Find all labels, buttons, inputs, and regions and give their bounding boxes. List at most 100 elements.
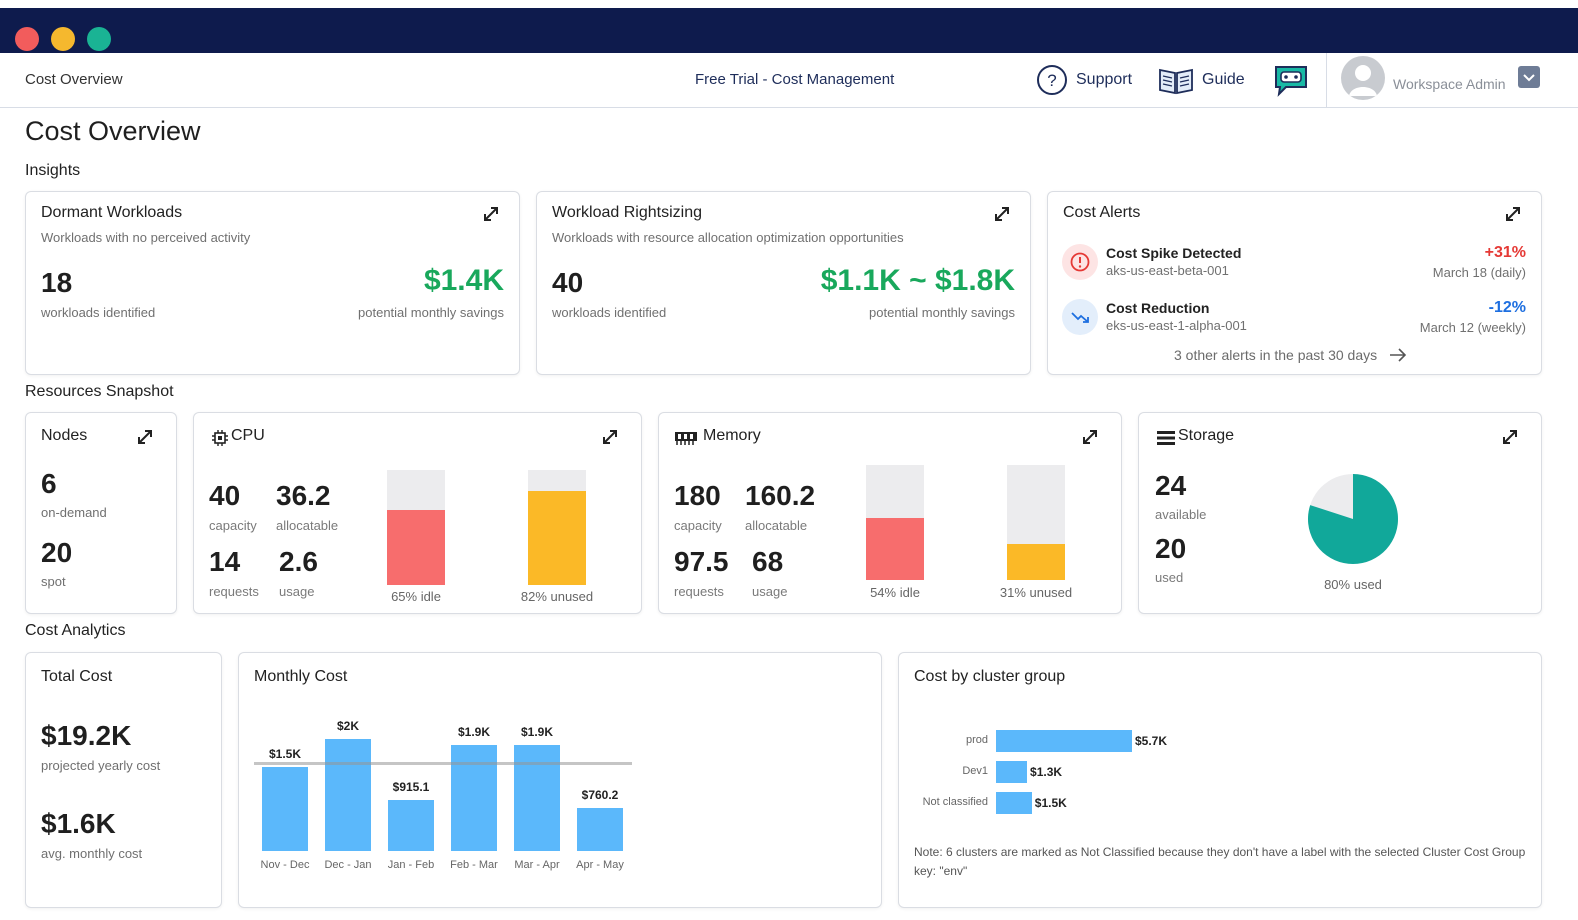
cluster-category-label: Not classified xyxy=(922,796,988,808)
on-demand-count: 6 xyxy=(41,468,57,499)
card-title: Cost by cluster group xyxy=(914,668,1066,685)
page-title: Cost Overview xyxy=(25,116,201,146)
cluster-cost-bar[interactable] xyxy=(996,730,1132,752)
workload-count: 18 xyxy=(41,267,73,298)
cost-alerts-card[interactable]: Cost Alerts Cost Spike Detected aks-us-e… xyxy=(1047,191,1542,375)
top-nav: Cost Overview Free Trial - Cost Manageme… xyxy=(0,53,1578,108)
cluster-cost-bar[interactable] xyxy=(996,761,1028,783)
cpu-card[interactable]: CPU 40 capacity 36.2 allocatable 14 requ… xyxy=(193,412,642,614)
alert-change: -12% xyxy=(1488,299,1526,316)
storage-pie-chart xyxy=(1307,474,1398,564)
expand-icon[interactable] xyxy=(993,205,1011,223)
user-menu-toggle[interactable] xyxy=(1518,66,1540,88)
idle-label: 54% idle xyxy=(870,585,920,600)
cluster-note: Note: 6 clusters are marked as Not Class… xyxy=(914,845,1526,878)
alert-cluster: eks-us-east-1-alpha-001 xyxy=(1106,318,1247,333)
on-demand-label: on-demand xyxy=(41,505,107,520)
storage-card[interactable]: Storage 24 available 20 used 80% used xyxy=(1138,412,1542,614)
avatar[interactable] xyxy=(1341,56,1385,100)
savings-value: $1.1K ~ $1.8K xyxy=(820,264,1015,297)
used-value: 20 xyxy=(1155,533,1187,564)
chevron-down-icon xyxy=(1523,74,1535,82)
support-link[interactable]: ? Support xyxy=(1036,64,1132,96)
alert-name[interactable]: Cost Spike Detected xyxy=(1106,245,1242,261)
usage-value: 68 xyxy=(752,546,784,577)
trending-down-icon xyxy=(1071,312,1089,323)
bar-category-label: Dec - Jan xyxy=(324,859,372,871)
expand-icon[interactable] xyxy=(1501,428,1519,446)
rightsizing-card[interactable]: Workload Rightsizing Workloads with reso… xyxy=(536,191,1031,375)
unused-gauge-fill xyxy=(528,491,586,585)
spot-label: spot xyxy=(41,574,66,589)
bar-value-label: $1.5K xyxy=(268,747,302,762)
idle-gauge-fill xyxy=(866,518,924,580)
bar-category-label: Nov - Dec xyxy=(260,859,310,871)
monthly-cost-bar[interactable] xyxy=(262,767,308,851)
bar-category-label: Apr - May xyxy=(576,859,624,871)
workload-count-label: workloads identified xyxy=(552,305,667,320)
monthly-cost-bar[interactable] xyxy=(388,799,434,851)
dormant-workloads-card[interactable]: Dormant Workloads Workloads with no perc… xyxy=(25,191,520,375)
capacity-value: 180 xyxy=(674,480,721,511)
bar-category-label: Mar - Apr xyxy=(514,859,560,871)
expand-icon[interactable] xyxy=(1504,205,1522,223)
svg-text:?: ? xyxy=(1047,71,1056,90)
alert-date: March 18 (daily) xyxy=(1432,265,1526,280)
bar-value-label: $1.9K xyxy=(457,724,491,739)
card-title: Dormant Workloads xyxy=(41,204,183,221)
monthly-cost-bar[interactable] xyxy=(325,739,371,851)
usage-label: usage xyxy=(279,584,315,599)
requests-value: 14 xyxy=(209,546,241,577)
unused-gauge-fill xyxy=(1007,544,1065,580)
cluster-value-label: $1.5K xyxy=(1034,796,1067,810)
available-value: 24 xyxy=(1155,470,1187,501)
cluster-cost-card[interactable]: Cost by cluster group prod $5.7K Dev1 $1.3K… xyxy=(898,652,1542,908)
bar-value-label: $1.9K xyxy=(520,724,554,739)
card-title: Total Cost xyxy=(41,668,113,685)
available-label: available xyxy=(1155,507,1207,522)
monthly-cost-card[interactable]: Monthly Cost $1.5K Nov - Dec $2K Dec - Jan $… xyxy=(238,652,882,908)
average-line xyxy=(254,761,632,765)
workload-count: 40 xyxy=(552,267,584,298)
expand-icon[interactable] xyxy=(601,428,619,446)
expand-icon[interactable] xyxy=(136,428,154,446)
cluster-value-label: $5.7K xyxy=(1135,734,1168,748)
breadcrumb[interactable]: Cost Overview xyxy=(25,71,123,88)
used-label: used xyxy=(1155,570,1184,585)
card-title: Cost Alerts xyxy=(1063,204,1141,221)
total-cost-card[interactable]: Total Cost $19.2K projected yearly cost … xyxy=(25,652,222,908)
spot-count: 20 xyxy=(41,537,73,568)
requests-label: requests xyxy=(674,584,724,599)
maximize-window-button[interactable] xyxy=(87,27,111,51)
allocatable-value: 36.2 xyxy=(276,480,331,511)
alert-name[interactable]: Cost Reduction xyxy=(1106,300,1210,316)
yearly-cost-value: $19.2K xyxy=(41,720,132,751)
cluster-cost-bar[interactable] xyxy=(996,792,1032,814)
close-window-button[interactable] xyxy=(15,27,39,51)
more-alerts-link[interactable]: 3 other alerts in the past 30 days xyxy=(1174,347,1407,363)
unused-label: 82% unused xyxy=(520,589,594,604)
user-icon xyxy=(1349,65,1377,96)
card-title: Storage xyxy=(1178,427,1235,444)
chat-bot-icon xyxy=(1275,66,1307,97)
bar-value-label: $2K xyxy=(336,719,359,734)
insights-heading: Insights xyxy=(25,162,81,179)
bar-category-label: Feb - Mar xyxy=(450,859,498,871)
nodes-card[interactable]: Nodes 6 on-demand 20 spot xyxy=(25,412,177,614)
monthly-cost-value: $1.6K xyxy=(41,808,116,839)
cluster-category-label: prod xyxy=(965,734,988,746)
used-percent-label: 80% used xyxy=(1324,577,1382,592)
chat-button[interactable] xyxy=(1272,61,1310,104)
expand-icon[interactable] xyxy=(482,205,500,223)
arrow-right-icon xyxy=(1390,348,1407,362)
memory-card[interactable]: Memory 180 capacity 160.2 allocatable 97… xyxy=(658,412,1122,614)
cluster-cost-chart: prod $5.7K Dev1 $1.3K Not classified $1.5K xyxy=(899,653,1543,909)
expand-icon[interactable] xyxy=(1081,428,1099,446)
monthly-cost-bar[interactable] xyxy=(577,808,623,851)
card-subtitle: Workloads with resource allocation optim… xyxy=(552,230,904,245)
guide-link[interactable]: Guide xyxy=(1158,64,1245,96)
usage-label: usage xyxy=(752,584,788,599)
alert-cluster: aks-us-east-beta-001 xyxy=(1106,263,1229,278)
minimize-window-button[interactable] xyxy=(51,27,75,51)
user-name[interactable]: Workspace Admin xyxy=(1393,76,1506,92)
